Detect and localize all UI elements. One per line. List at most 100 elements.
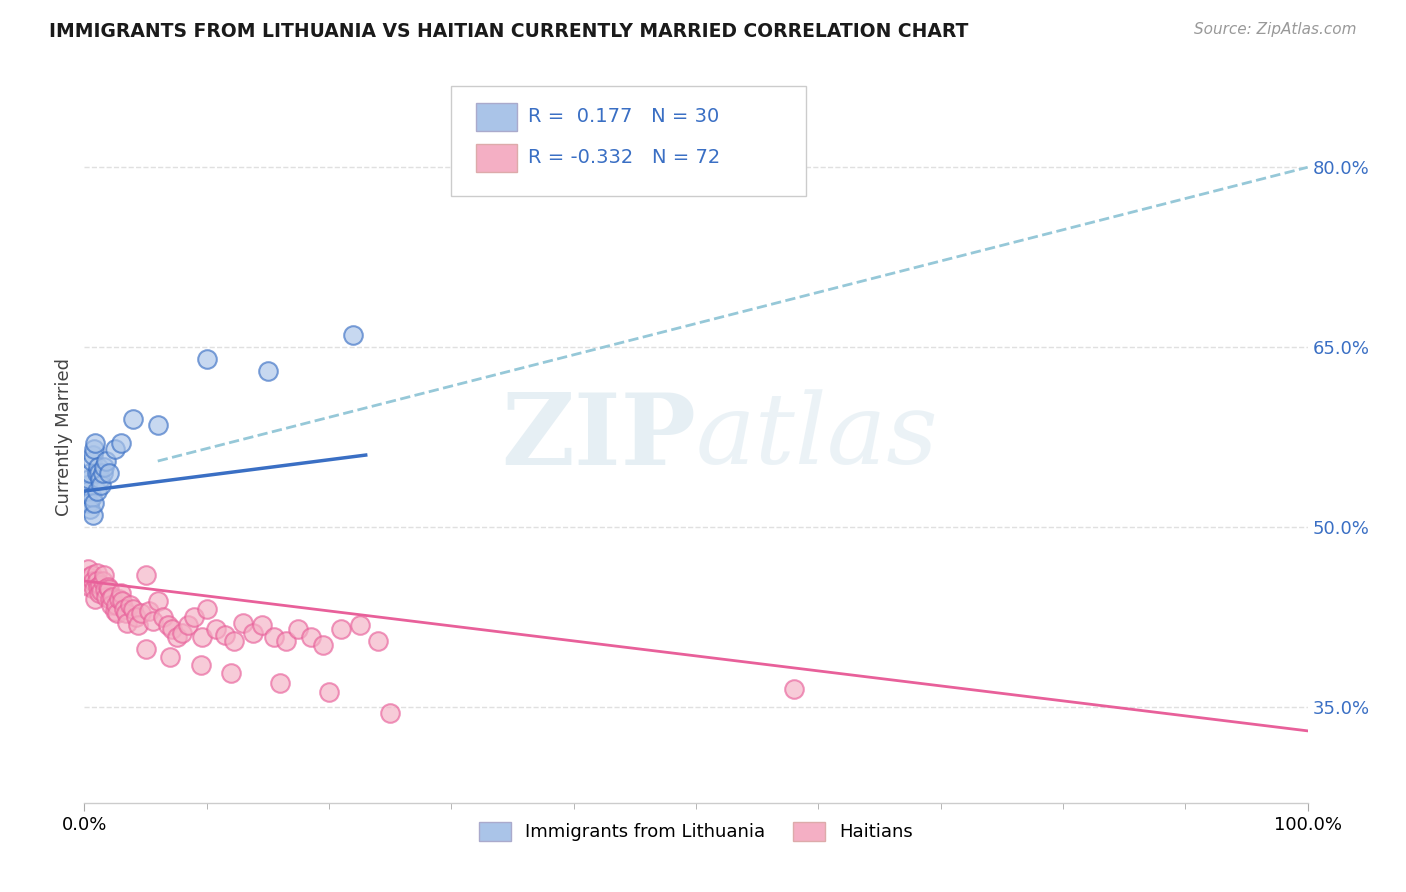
Point [146, 594, 169, 608]
Point [159, 649, 181, 664]
Point [263, 630, 285, 644]
Point [77, 496, 100, 510]
Point [127, 618, 149, 632]
Point [82, 508, 104, 522]
Point [93, 568, 115, 582]
Text: atlas: atlas [696, 390, 939, 484]
Point [111, 594, 134, 608]
Point [79, 502, 101, 516]
Point [107, 591, 129, 606]
Point [96, 590, 118, 604]
Point [177, 618, 200, 632]
Point [96, 454, 118, 468]
Text: Source: ZipAtlas.com: Source: ZipAtlas.com [1194, 22, 1357, 37]
Point [77, 483, 100, 498]
Point [84, 591, 107, 606]
Point [269, 676, 291, 690]
Point [129, 607, 152, 621]
Point [318, 685, 340, 699]
Point [287, 622, 309, 636]
Text: ZIP: ZIP [501, 389, 696, 485]
Point [276, 634, 298, 648]
Point [97, 580, 120, 594]
Point [87, 586, 110, 600]
Text: IMMIGRANTS FROM LITHUANIA VS HAITIAN CURRENTLY MARRIED CORRELATION CHART: IMMIGRANTS FROM LITHUANIA VS HAITIAN CUR… [49, 22, 969, 41]
Point [97, 582, 120, 597]
Point [80, 454, 103, 468]
Point [191, 630, 214, 644]
Point [76, 574, 98, 588]
Point [89, 577, 111, 591]
Legend: Immigrants from Lithuania, Haitians: Immigrants from Lithuania, Haitians [471, 814, 921, 848]
Point [122, 601, 145, 615]
Point [93, 460, 115, 475]
Point [86, 574, 108, 588]
Point [100, 598, 122, 612]
Point [156, 618, 179, 632]
FancyBboxPatch shape [475, 144, 517, 172]
Point [86, 483, 108, 498]
FancyBboxPatch shape [451, 86, 806, 195]
Point [118, 598, 141, 612]
Point [83, 496, 105, 510]
Point [242, 625, 264, 640]
Point [115, 615, 138, 630]
Point [110, 586, 132, 600]
Point [380, 706, 402, 720]
Point [86, 466, 108, 480]
Point [250, 618, 273, 632]
Point [214, 628, 236, 642]
Point [146, 418, 169, 433]
Point [219, 666, 242, 681]
Point [205, 622, 228, 636]
Point [135, 642, 157, 657]
Point [105, 607, 128, 621]
Point [367, 634, 389, 648]
Point [112, 601, 135, 615]
Point [330, 622, 353, 636]
Point [94, 582, 117, 597]
Point [84, 436, 107, 450]
Point [79, 580, 101, 594]
Point [125, 610, 148, 624]
Y-axis label: Currently Married: Currently Married [55, 358, 73, 516]
Point [105, 598, 128, 612]
Point [79, 466, 101, 480]
Point [87, 466, 110, 480]
Point [104, 442, 127, 456]
Point [162, 622, 184, 636]
Point [195, 352, 218, 367]
Point [98, 591, 121, 606]
Point [257, 364, 280, 378]
Point [222, 634, 245, 648]
Point [89, 472, 111, 486]
Point [90, 583, 112, 598]
Point [138, 604, 160, 618]
Point [91, 574, 114, 588]
Point [349, 618, 371, 632]
Point [152, 610, 174, 624]
Point [122, 412, 145, 426]
Point [183, 610, 205, 624]
Text: R = -0.332   N = 72: R = -0.332 N = 72 [529, 148, 721, 167]
Point [90, 478, 112, 492]
Text: R =  0.177   N = 30: R = 0.177 N = 30 [529, 107, 720, 126]
Point [101, 590, 124, 604]
Point [166, 630, 188, 644]
FancyBboxPatch shape [475, 103, 517, 131]
Point [80, 490, 103, 504]
Point [86, 566, 108, 580]
Point [87, 580, 110, 594]
Point [135, 568, 157, 582]
Point [83, 582, 105, 597]
Point [82, 448, 104, 462]
Point [97, 466, 120, 480]
Point [172, 625, 194, 640]
Point [77, 562, 100, 576]
Point [91, 466, 114, 480]
Point [77, 570, 100, 584]
Point [232, 615, 254, 630]
Point [80, 568, 103, 582]
Point [110, 436, 132, 450]
Point [783, 681, 806, 696]
